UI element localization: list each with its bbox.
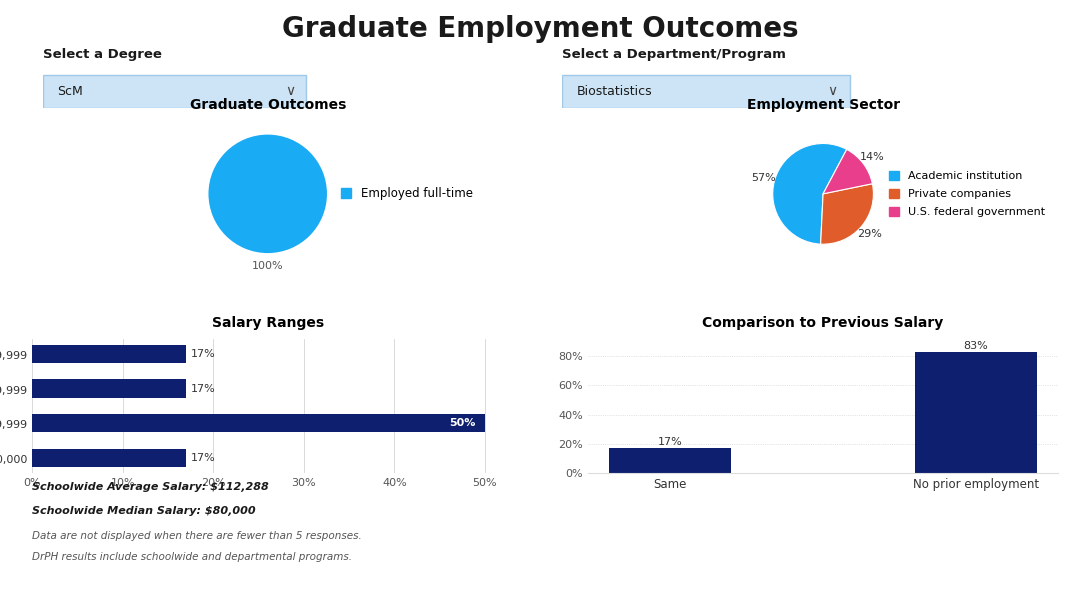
Wedge shape: [823, 149, 873, 194]
Text: ScM: ScM: [57, 85, 82, 98]
Text: 100%: 100%: [252, 261, 284, 271]
Legend: Academic institution, Private companies, U.S. federal government: Academic institution, Private companies,…: [885, 166, 1050, 222]
Text: 50%: 50%: [449, 418, 476, 428]
Wedge shape: [208, 135, 327, 253]
Text: 17%: 17%: [191, 453, 216, 463]
Title: Graduate Outcomes: Graduate Outcomes: [189, 98, 346, 111]
Wedge shape: [821, 184, 874, 244]
Text: ∨: ∨: [827, 84, 837, 98]
Text: 17%: 17%: [191, 383, 216, 394]
Title: Employment Sector: Employment Sector: [746, 98, 900, 111]
FancyBboxPatch shape: [562, 75, 850, 108]
Text: 83%: 83%: [963, 341, 988, 350]
Text: ∨: ∨: [285, 84, 295, 98]
Text: 17%: 17%: [658, 437, 683, 447]
Bar: [915, 352, 1037, 473]
Bar: [32, 449, 186, 467]
Text: Graduate Employment Outcomes: Graduate Employment Outcomes: [282, 15, 798, 43]
Text: 14%: 14%: [860, 152, 885, 162]
Text: 57%: 57%: [752, 173, 777, 183]
Bar: [32, 380, 186, 398]
Text: Select a Department/Program: Select a Department/Program: [562, 48, 785, 61]
Text: Data are not displayed when there are fewer than 5 responses.: Data are not displayed when there are fe…: [32, 531, 362, 541]
Title: Comparison to Previous Salary: Comparison to Previous Salary: [702, 316, 944, 331]
Text: 29%: 29%: [858, 229, 882, 239]
Legend: Employed full-time: Employed full-time: [336, 183, 477, 205]
Text: 17%: 17%: [191, 349, 216, 359]
Title: Salary Ranges: Salary Ranges: [212, 316, 324, 331]
Text: Biostatistics: Biostatistics: [577, 85, 652, 98]
Bar: [609, 448, 731, 473]
FancyBboxPatch shape: [43, 75, 307, 108]
Text: DrPH results include schoolwide and departmental programs.: DrPH results include schoolwide and depa…: [32, 552, 352, 562]
Bar: [32, 344, 186, 363]
Text: Schoolwide Median Salary: $80,000: Schoolwide Median Salary: $80,000: [32, 506, 256, 516]
Bar: [32, 415, 485, 432]
Text: Schoolwide Average Salary: $112,288: Schoolwide Average Salary: $112,288: [32, 482, 269, 492]
Wedge shape: [772, 144, 847, 244]
Text: Select a Degree: Select a Degree: [43, 48, 162, 61]
